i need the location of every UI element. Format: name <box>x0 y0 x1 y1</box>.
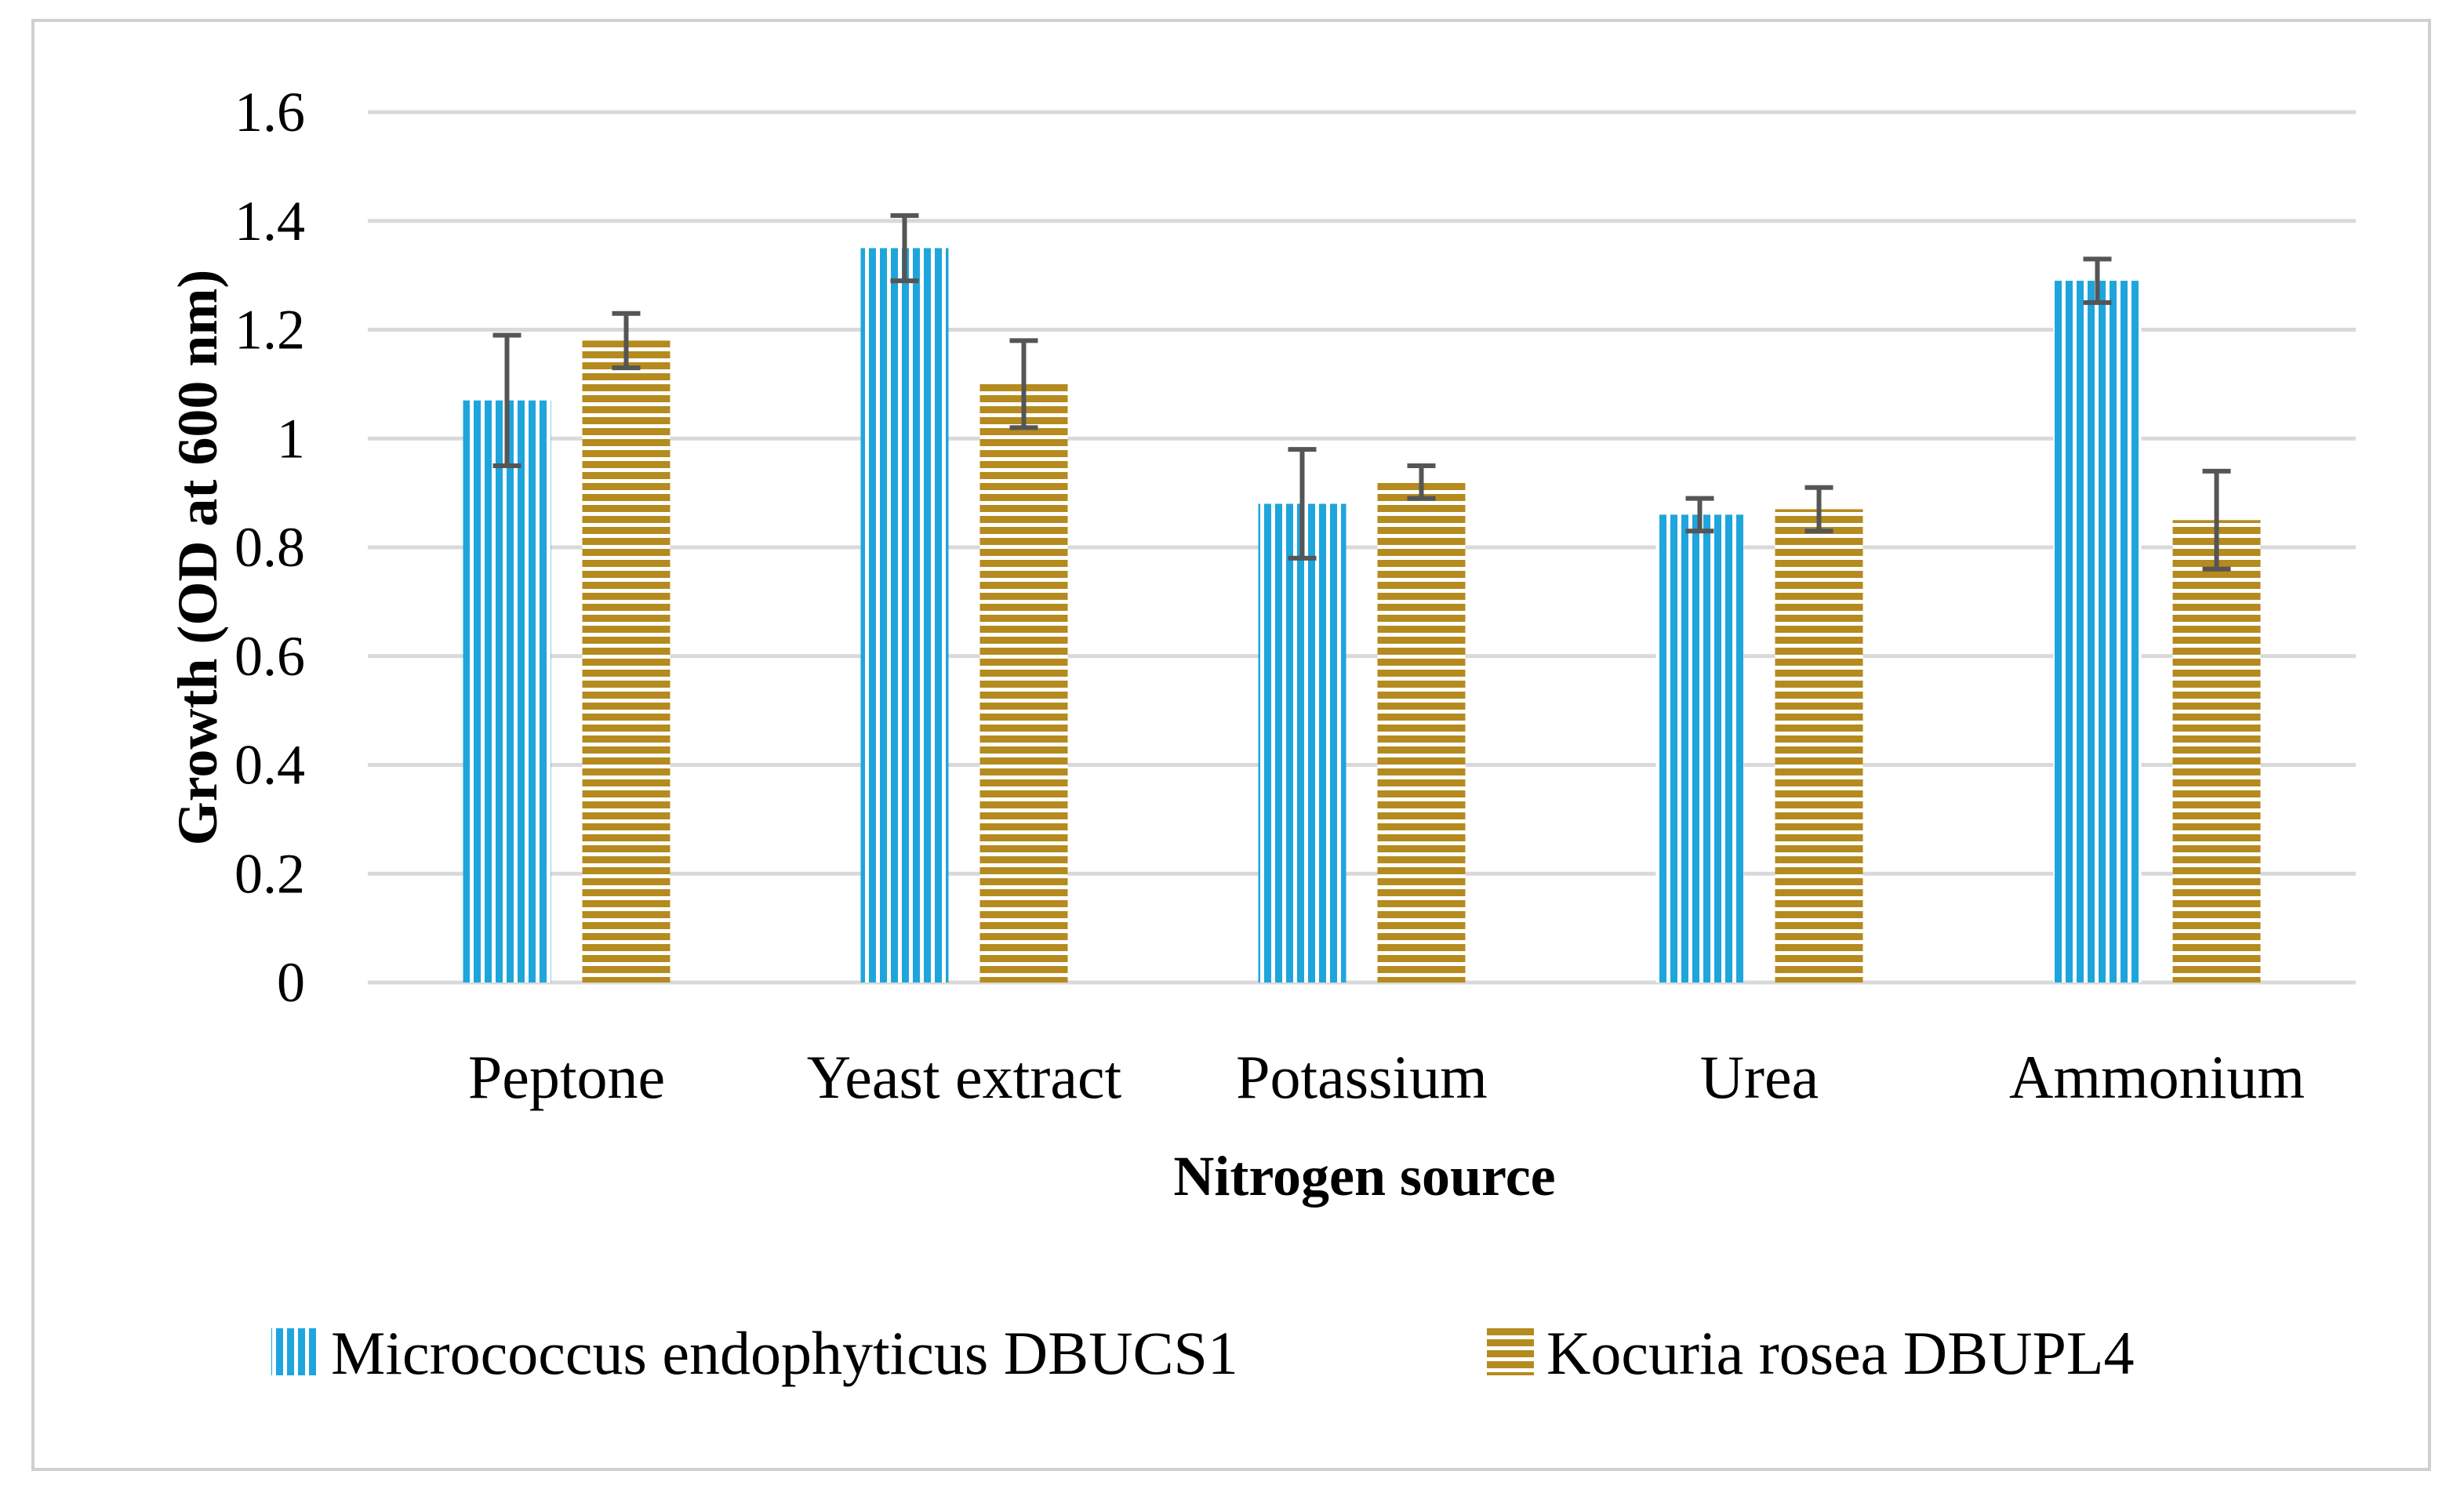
error-bars <box>492 212 2231 572</box>
y-tick-label: 0.6 <box>234 625 305 688</box>
error-bar-kocuria <box>612 311 641 371</box>
y-axis-title: Growth (OD at 600 nm) <box>166 270 229 846</box>
x-category-label: Yeast extract <box>807 1043 1122 1111</box>
bar-micrococcus <box>463 400 551 982</box>
error-bar-kocuria <box>1009 338 1038 430</box>
x-axis-categories: Peptone Yeast extract Potassium Urea Ammoniu… <box>468 1043 2305 1111</box>
y-tick-label: 1.6 <box>234 81 305 143</box>
y-tick-label: 1.2 <box>234 299 305 361</box>
x-category-label: Urea <box>1700 1043 1819 1111</box>
y-tick-label: 0.8 <box>234 516 305 579</box>
error-bar-micrococcus <box>492 332 522 468</box>
bar-kocuria <box>1775 509 1863 982</box>
y-axis-ticks: 0 0.2 0.4 0.6 0.8 1 1.2 1.4 1.6 <box>234 81 305 1014</box>
error-bar-micrococcus <box>890 212 919 284</box>
legend-label-kocuria: Kocuria rosea DBUPL4 <box>1546 1319 2135 1387</box>
y-tick-label: 1 <box>277 407 305 470</box>
error-bar-micrococcus <box>1685 496 1714 534</box>
bar-kocuria <box>1377 481 1466 982</box>
bars <box>463 248 2261 982</box>
bar-kocuria <box>582 340 671 982</box>
x-category-label: Potassium <box>1236 1043 1488 1111</box>
y-tick-label: 1.4 <box>234 190 305 252</box>
gridlines <box>368 110 2356 985</box>
legend: Micrococcus endophyticus DBUCS1 Kocuria … <box>271 1319 2135 1387</box>
bar-kocuria <box>979 383 1068 982</box>
y-tick-label: 0 <box>277 951 305 1014</box>
bar-micrococcus <box>2053 281 2142 982</box>
y-tick-label: 0.2 <box>234 842 305 905</box>
chart-svg: 0 0.2 0.4 0.6 0.8 1 1.2 1.4 1.6 Peptone Yeast ext… <box>166 81 2356 1387</box>
error-bar-micrococcus <box>1288 447 1317 561</box>
x-axis-title: Nitrogen source <box>1173 1145 1555 1208</box>
y-tick-label: 0.4 <box>234 734 305 797</box>
legend-swatch-kocuria <box>1487 1328 1534 1375</box>
error-bar-kocuria <box>1804 485 1833 534</box>
bar-micrococcus <box>1258 503 1346 982</box>
x-category-label: Peptone <box>468 1043 665 1111</box>
chart-frame: 0 0.2 0.4 0.6 0.8 1 1.2 1.4 1.6 Peptone Yeast ext… <box>31 19 2431 1471</box>
bar-micrococcus <box>860 248 949 982</box>
error-bar-kocuria <box>2202 468 2231 572</box>
error-bar-micrococcus <box>2083 256 2112 305</box>
x-category-label: Ammonium <box>2009 1043 2305 1111</box>
legend-swatch-micrococcus <box>271 1328 318 1375</box>
bar-kocuria <box>2172 520 2261 982</box>
bar-micrococcus <box>1655 514 1744 982</box>
error-bar-kocuria <box>1407 463 1436 501</box>
legend-label-micrococcus: Micrococcus endophyticus DBUCS1 <box>331 1319 1238 1387</box>
